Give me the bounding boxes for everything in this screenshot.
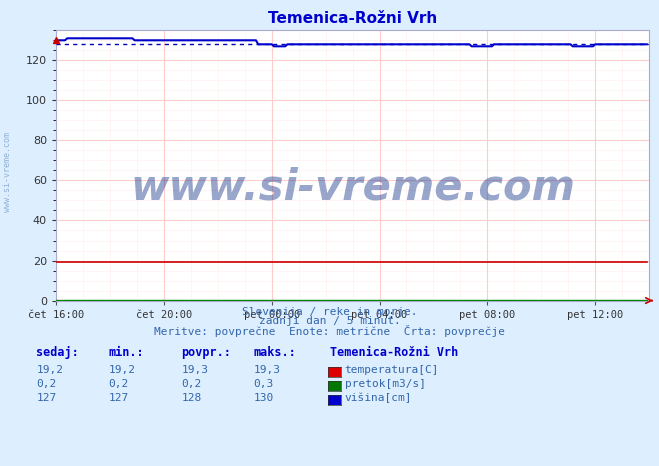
Text: 19,3: 19,3: [181, 365, 208, 375]
Text: zadnji dan / 5 minut.: zadnji dan / 5 minut.: [258, 316, 401, 326]
Title: Temenica-Rožni Vrh: Temenica-Rožni Vrh: [268, 11, 437, 27]
Text: 19,3: 19,3: [254, 365, 281, 375]
Text: 127: 127: [109, 393, 129, 403]
Text: 0,2: 0,2: [181, 379, 202, 389]
Text: povpr.:: povpr.:: [181, 347, 231, 359]
Text: 0,2: 0,2: [36, 379, 57, 389]
Text: 130: 130: [254, 393, 274, 403]
Text: Temenica-Rožni Vrh: Temenica-Rožni Vrh: [330, 347, 458, 359]
Text: www.si-vreme.com: www.si-vreme.com: [130, 166, 575, 208]
Text: 19,2: 19,2: [36, 365, 63, 375]
Text: 128: 128: [181, 393, 202, 403]
Text: sedaj:: sedaj:: [36, 347, 79, 359]
Text: 0,2: 0,2: [109, 379, 129, 389]
Text: min.:: min.:: [109, 347, 144, 359]
Text: Meritve: povprečne  Enote: metrične  Črta: povprečje: Meritve: povprečne Enote: metrične Črta:…: [154, 325, 505, 336]
Text: www.si-vreme.com: www.si-vreme.com: [3, 132, 13, 212]
Text: višina[cm]: višina[cm]: [345, 392, 412, 403]
Text: maks.:: maks.:: [254, 347, 297, 359]
Text: Slovenija / reke in morje.: Slovenija / reke in morje.: [242, 307, 417, 316]
Text: 19,2: 19,2: [109, 365, 136, 375]
Text: 127: 127: [36, 393, 57, 403]
Text: 0,3: 0,3: [254, 379, 274, 389]
Text: pretok[m3/s]: pretok[m3/s]: [345, 379, 426, 389]
Text: temperatura[C]: temperatura[C]: [345, 365, 439, 375]
